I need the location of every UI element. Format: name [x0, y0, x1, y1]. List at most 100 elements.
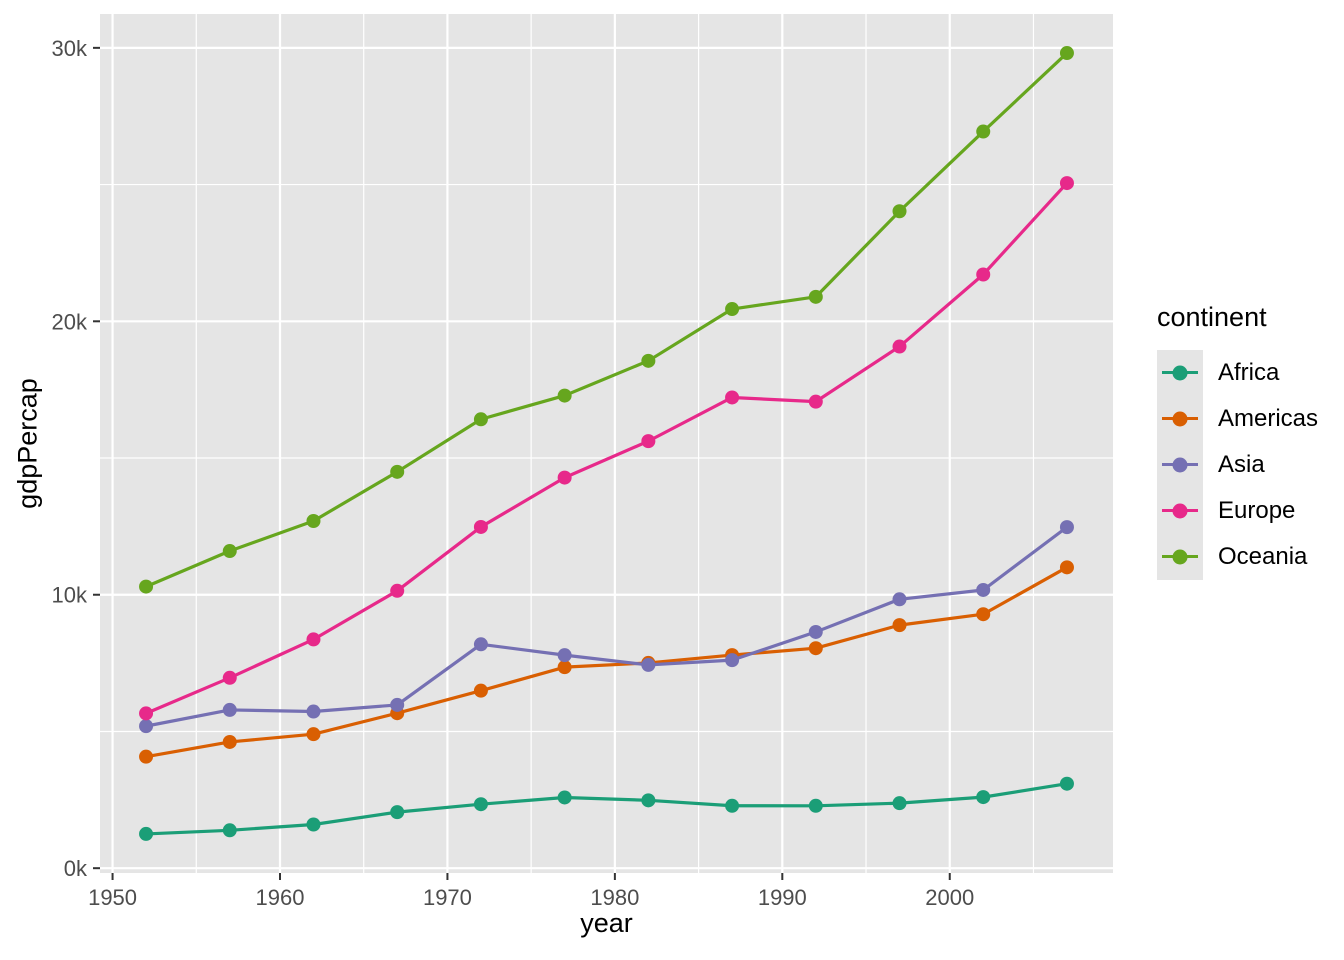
data-point-europe — [808, 394, 823, 409]
legend-label: Asia — [1218, 451, 1265, 478]
legend-label: Africa — [1218, 359, 1280, 386]
data-point-oceania — [641, 353, 656, 368]
data-point-americas — [976, 607, 991, 622]
data-point-oceania — [390, 464, 405, 479]
x-tick-label: 1980 — [590, 885, 639, 910]
data-point-europe — [976, 267, 991, 282]
data-point-europe — [306, 632, 321, 647]
series-point-swatch-icon — [1172, 411, 1188, 427]
data-point-asia — [139, 719, 154, 734]
y-tick-label: 10k — [52, 583, 88, 608]
data-point-africa — [139, 826, 154, 841]
legend: continent Africa Americas — [1157, 302, 1318, 580]
x-tick-label: 2000 — [925, 885, 974, 910]
data-point-africa — [1059, 776, 1074, 791]
data-point-asia — [390, 697, 405, 712]
data-point-oceania — [725, 302, 740, 317]
data-point-europe — [473, 519, 488, 534]
data-point-asia — [1059, 520, 1074, 535]
series-line-oceania — [145, 51, 1069, 589]
series-line-europe — [145, 182, 1069, 715]
y-tick-label: 0k — [64, 856, 88, 881]
data-point-americas — [557, 660, 572, 675]
legend-key — [1157, 396, 1203, 442]
data-point-oceania — [222, 544, 237, 559]
legend-label: Oceania — [1218, 543, 1308, 570]
series-line-asia — [145, 525, 1068, 728]
legend-title: continent — [1157, 302, 1267, 332]
data-point-asia — [557, 648, 572, 663]
series-point-swatch-icon — [1172, 365, 1188, 381]
data-point-africa — [641, 793, 656, 808]
data-point-europe — [222, 670, 237, 685]
data-point-europe — [1059, 176, 1074, 191]
data-point-oceania — [808, 289, 823, 304]
y-tick-label: 20k — [52, 309, 88, 334]
data-point-oceania — [473, 412, 488, 427]
y-axis-title: gdpPercap — [12, 378, 43, 509]
data-point-europe — [892, 339, 907, 354]
data-point-europe — [725, 390, 740, 405]
data-point-americas — [306, 727, 321, 742]
data-point-asia — [306, 704, 321, 719]
data-point-americas — [139, 749, 154, 764]
data-point-oceania — [139, 579, 154, 594]
data-point-europe — [139, 706, 154, 721]
data-point-americas — [473, 683, 488, 698]
legend-items: Africa Americas Asia — [1157, 350, 1318, 580]
data-point-americas — [1059, 560, 1074, 575]
legend-label: Europe — [1218, 497, 1296, 524]
legend-item-europe: Europe — [1157, 488, 1318, 534]
data-point-asia — [641, 657, 656, 672]
data-point-oceania — [557, 388, 572, 403]
data-point-africa — [222, 823, 237, 838]
data-point-africa — [892, 796, 907, 811]
x-tick-label: 1960 — [256, 885, 305, 910]
series-point-swatch-icon — [1172, 457, 1188, 473]
data-point-oceania — [306, 514, 321, 529]
data-point-africa — [473, 797, 488, 812]
data-point-americas — [892, 618, 907, 633]
data-point-africa — [808, 798, 823, 813]
panel-background — [100, 14, 1113, 873]
x-tick-label: 1970 — [423, 885, 472, 910]
data-point-asia — [808, 624, 823, 639]
x-tick-label: 1990 — [758, 885, 807, 910]
data-point-oceania — [892, 204, 907, 219]
data-point-africa — [557, 790, 572, 805]
data-point-africa — [306, 817, 321, 832]
data-point-oceania — [1059, 46, 1074, 61]
data-point-europe — [390, 583, 405, 598]
data-point-americas — [222, 734, 237, 749]
data-point-americas — [808, 641, 823, 656]
data-point-asia — [725, 653, 740, 668]
data-point-asia — [976, 582, 991, 597]
data-point-europe — [641, 434, 656, 449]
x-tick-label: 1950 — [88, 885, 137, 910]
data-point-asia — [473, 637, 488, 652]
legend-key — [1157, 350, 1203, 396]
data-point-africa — [725, 798, 740, 813]
y-tick-label: 30k — [52, 36, 88, 61]
x-axis-title: year — [580, 908, 633, 938]
data-point-asia — [222, 702, 237, 717]
series-line-africa — [145, 782, 1068, 836]
legend-item-africa: Africa — [1157, 350, 1318, 396]
legend-item-oceania: Oceania — [1157, 534, 1318, 580]
legend-label: Americas — [1218, 405, 1319, 432]
legend-item-americas: Americas — [1157, 396, 1318, 442]
data-point-oceania — [976, 124, 991, 139]
legend-key — [1157, 488, 1203, 534]
data-point-africa — [976, 790, 991, 805]
series-point-swatch-icon — [1172, 549, 1188, 565]
data-point-asia — [892, 592, 907, 607]
legend-key — [1157, 442, 1203, 488]
data-point-europe — [557, 470, 572, 485]
legend-item-asia: Asia — [1157, 442, 1318, 488]
series-point-swatch-icon — [1172, 503, 1188, 519]
data-point-africa — [390, 805, 405, 820]
series-line-americas — [145, 565, 1068, 759]
legend-key — [1157, 534, 1203, 580]
